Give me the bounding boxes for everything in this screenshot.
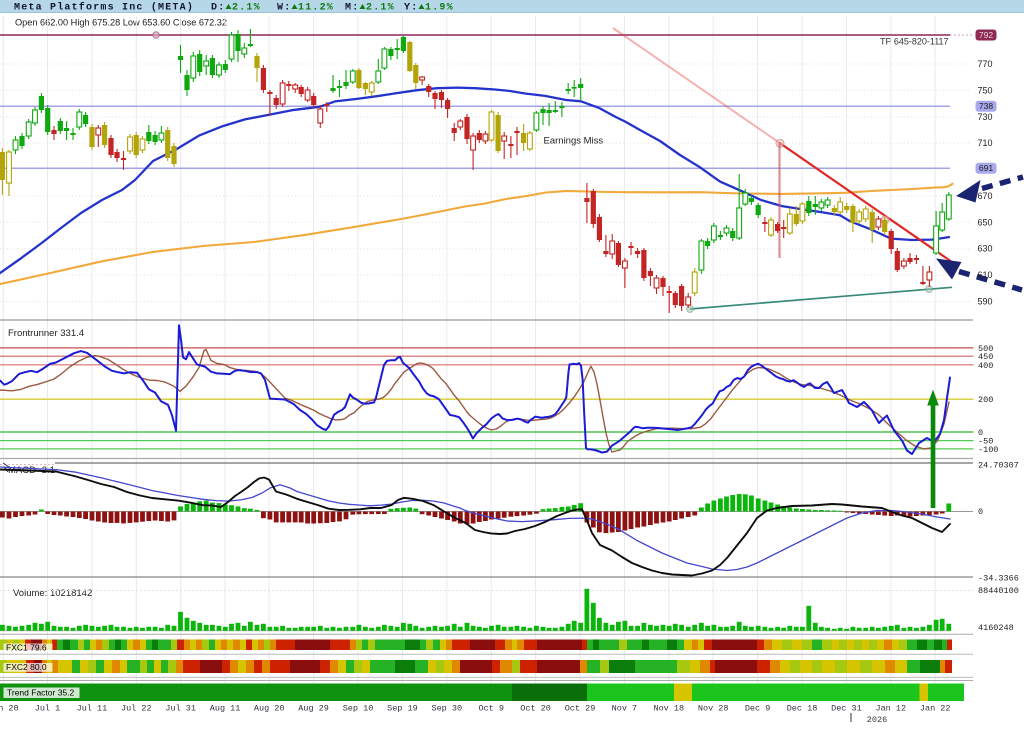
svg-text:Aug 20: Aug 20 bbox=[254, 704, 285, 714]
svg-text:Nov 18: Nov 18 bbox=[653, 704, 684, 714]
svg-text:Y:: Y: bbox=[404, 3, 418, 14]
svg-text:691: 691 bbox=[979, 163, 993, 173]
svg-text:650: 650 bbox=[978, 217, 993, 227]
svg-text:Earnings Miss: Earnings Miss bbox=[544, 136, 604, 147]
svg-text:630: 630 bbox=[978, 244, 993, 254]
svg-text:Volume: 10218142: Volume: 10218142 bbox=[13, 588, 92, 599]
svg-text:Oct 29: Oct 29 bbox=[565, 704, 596, 714]
svg-text:Open 662.00 High 675.28 Low: Open 662.00 High 675.28 Low 653.60 Close… bbox=[15, 18, 227, 28]
svg-text:0: 0 bbox=[978, 507, 983, 517]
svg-text:TP 645-820-1117: TP 645-820-1117 bbox=[880, 37, 949, 47]
svg-text:W:: W: bbox=[277, 3, 291, 14]
svg-text:738: 738 bbox=[979, 101, 993, 111]
svg-text:Sep 19: Sep 19 bbox=[387, 704, 418, 714]
svg-text:11.2%: 11.2% bbox=[298, 3, 334, 14]
svg-text:Jan 12: Jan 12 bbox=[875, 704, 906, 714]
svg-text:Dec 31: Dec 31 bbox=[831, 704, 862, 714]
svg-text:2.1%: 2.1% bbox=[232, 3, 261, 14]
svg-text:4160248: 4160248 bbox=[978, 623, 1014, 633]
svg-text:770: 770 bbox=[978, 59, 993, 69]
svg-text:Sep 10: Sep 10 bbox=[343, 704, 374, 714]
svg-text:Meta Platforms Inc (META): Meta Platforms Inc (META) bbox=[14, 2, 194, 14]
svg-text:450: 450 bbox=[978, 352, 993, 362]
svg-text:Frontrunner 331.4: Frontrunner 331.4 bbox=[8, 328, 84, 339]
svg-text:Jul 22: Jul 22 bbox=[121, 704, 152, 714]
svg-text:88440100: 88440100 bbox=[978, 586, 1019, 596]
svg-text:2.1%: 2.1% bbox=[366, 3, 395, 14]
svg-text:-50: -50 bbox=[978, 437, 993, 447]
svg-text:-100: -100 bbox=[978, 445, 998, 455]
svg-text:Jul 31: Jul 31 bbox=[165, 704, 196, 714]
svg-text:Jul 1: Jul 1 bbox=[35, 704, 61, 714]
svg-text:M:: M: bbox=[345, 3, 359, 14]
svg-text:Jun 20: Jun 20 bbox=[0, 704, 19, 714]
svg-text:500: 500 bbox=[978, 344, 993, 354]
svg-text:Trend Factor 35.2: Trend Factor 35.2 bbox=[7, 688, 75, 698]
svg-text:FXC1 79.6: FXC1 79.6 bbox=[6, 643, 47, 653]
svg-text:FXC2 80.0: FXC2 80.0 bbox=[6, 662, 47, 672]
svg-text:Sep 30: Sep 30 bbox=[431, 704, 462, 714]
svg-text:710: 710 bbox=[978, 138, 993, 148]
svg-text:590: 590 bbox=[978, 297, 993, 307]
svg-text:Nov 7: Nov 7 bbox=[612, 704, 638, 714]
svg-text:Nov 28: Nov 28 bbox=[698, 704, 729, 714]
svg-text:24.70307: 24.70307 bbox=[978, 461, 1019, 471]
svg-text:Jul 11: Jul 11 bbox=[77, 704, 108, 714]
svg-text:Oct 9: Oct 9 bbox=[478, 704, 504, 714]
svg-text:Dec 9: Dec 9 bbox=[745, 704, 771, 714]
svg-text:Aug 29: Aug 29 bbox=[298, 704, 329, 714]
svg-text:670: 670 bbox=[978, 191, 993, 201]
svg-text:200: 200 bbox=[978, 395, 993, 405]
svg-text:400: 400 bbox=[978, 361, 993, 371]
svg-text:1.9%: 1.9% bbox=[425, 3, 454, 14]
svg-text:750: 750 bbox=[978, 85, 993, 95]
svg-text:792: 792 bbox=[979, 30, 993, 40]
svg-text:Dec 18: Dec 18 bbox=[787, 704, 818, 714]
svg-text:730: 730 bbox=[978, 112, 993, 122]
svg-text:0: 0 bbox=[978, 428, 983, 438]
svg-text:610: 610 bbox=[978, 270, 993, 280]
svg-text:D:: D: bbox=[211, 3, 225, 14]
svg-text:2026: 2026 bbox=[867, 715, 887, 725]
svg-text:Jan 22: Jan 22 bbox=[920, 704, 951, 714]
svg-text:Aug 11: Aug 11 bbox=[210, 704, 241, 714]
svg-text:-34.3366: -34.3366 bbox=[978, 574, 1019, 584]
svg-text:Oct 20: Oct 20 bbox=[520, 704, 551, 714]
